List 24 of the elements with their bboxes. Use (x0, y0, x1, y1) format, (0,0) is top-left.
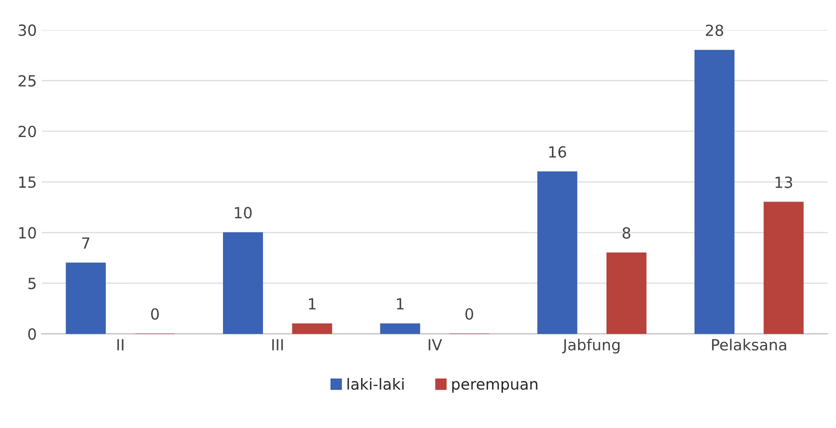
y-tick-label: 10 (19, 227, 36, 239)
data-label: 13 (776, 176, 792, 188)
x-tick-label: III (272, 339, 283, 350)
data-label: 7 (82, 238, 90, 249)
x-tick-label: Pelaksana (712, 338, 786, 351)
y-tick-label: 30 (18, 24, 36, 36)
data-label: 28 (706, 24, 724, 36)
y-tick-label: 20 (18, 126, 36, 138)
data-label: 16 (549, 146, 566, 158)
y-tick-label: 25 (18, 75, 36, 87)
y-tick-label: 15 (19, 176, 36, 188)
data-label: 10 (234, 206, 252, 218)
legend-label: laki-laki (348, 378, 404, 390)
data-label: 1 (308, 298, 316, 310)
data-label: 0 (465, 308, 474, 320)
x-tick-label: IV (428, 339, 442, 350)
data-label: 1 (396, 298, 404, 310)
y-tick-label: 5 (28, 278, 36, 290)
y-tick-label: 0 (28, 328, 36, 340)
x-tick-label: Jabfung (562, 338, 620, 354)
legend-label: perempuan (452, 381, 538, 393)
x-tick-label: II (117, 339, 124, 350)
data-label: 8 (622, 227, 630, 239)
data-label: 0 (151, 308, 159, 320)
